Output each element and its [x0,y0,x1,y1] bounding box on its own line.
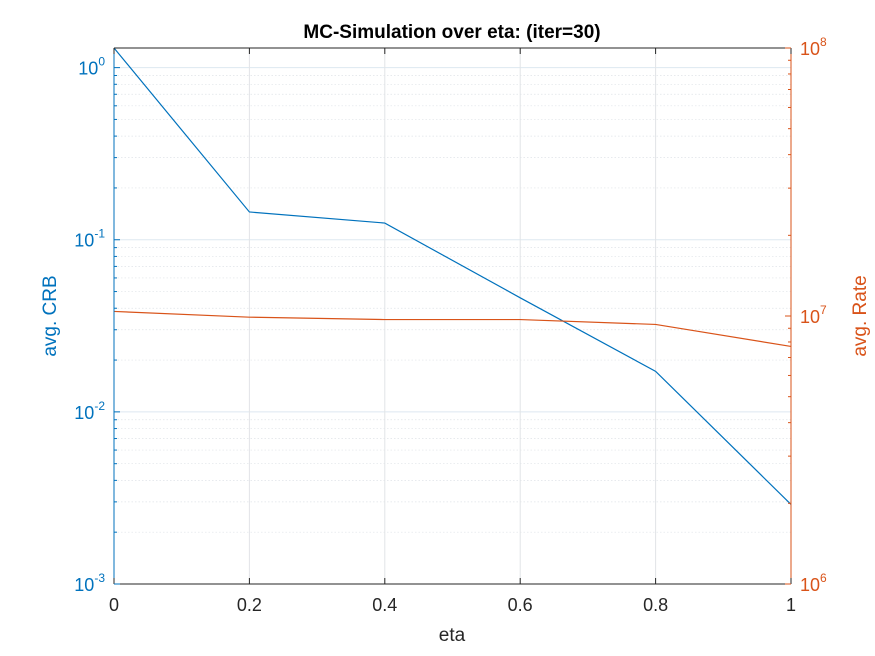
x-tick-label: 0.6 [508,595,533,615]
series-line-left [113,47,792,505]
tick-base: 10 [78,59,98,79]
left-y-tick-label: 10-2 [74,399,105,423]
tick-base: 10 [800,39,820,59]
tick-exponent: -1 [94,227,105,241]
tick-exponent: 0 [98,55,105,69]
tick-base: 10 [74,575,94,595]
right-y-tick-label: 106 [800,571,827,595]
right-y-tick-label: 107 [800,303,827,327]
x-tick-label: 1 [786,595,796,615]
series-line-right [113,310,792,348]
x-axis-label: eta [439,625,466,646]
right-y-tick-label: 108 [800,35,827,59]
tick-exponent: -2 [94,399,105,413]
tick-base: 10 [74,403,94,423]
left-y-tick-label: 10-1 [74,227,105,251]
chart-title: MC-Simulation over eta: (iter=30) [303,22,600,43]
x-tick-label: 0.4 [372,595,397,615]
tick-base: 10 [74,231,94,251]
tick-base: 10 [800,575,820,595]
axes [113,47,792,585]
tick-exponent: -3 [94,571,105,585]
left-y-tick-label: 10-3 [74,571,105,595]
tick-exponent: 7 [820,303,827,317]
x-tick-label: 0.8 [643,595,668,615]
tick-exponent: 6 [820,571,827,585]
left-y-axis-label: avg. CRB [40,275,61,356]
series-layer [113,47,792,505]
tick-base: 10 [800,307,820,327]
x-tick-label: 0.2 [237,595,262,615]
tick-exponent: 8 [820,35,827,49]
left-y-tick-label: 100 [78,55,105,79]
right-y-axis-label: avg. Rate [850,275,871,356]
x-tick-label: 0 [109,595,119,615]
